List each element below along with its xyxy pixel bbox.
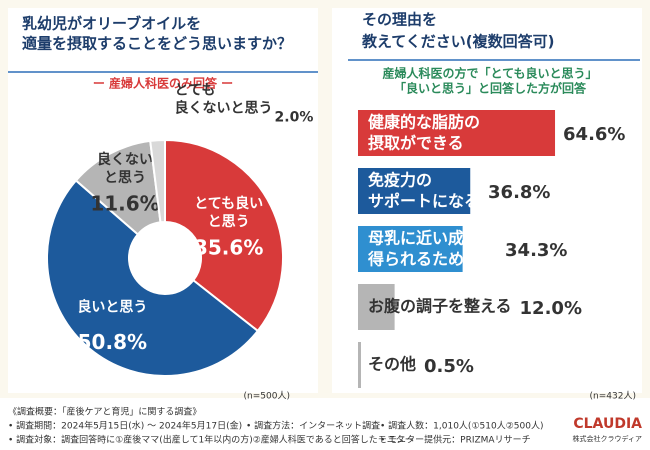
subtitle: ー 産婦人科医のみ回答 ー xyxy=(93,76,233,91)
slice-label: 良いと思う xyxy=(77,299,147,316)
bar-label: 免疫力のサポートになる xyxy=(368,170,480,210)
value-label: 11.6% xyxy=(90,192,159,216)
bar xyxy=(358,226,463,272)
footer-item: • 調査期間：2024年5月15日(水) ～ 2024年5月17日(金) xyxy=(8,420,242,432)
note: (n=432人) xyxy=(590,391,636,402)
footer-item: • 調査方法：インターネット調査 xyxy=(246,420,380,432)
pie-slice xyxy=(46,179,260,378)
slice-label: とても良くないと思う xyxy=(175,83,273,117)
value-label: 34.3% xyxy=(505,240,567,261)
pie-slice xyxy=(164,138,284,333)
footer-panel xyxy=(0,398,650,450)
value-label: 35.6% xyxy=(194,236,263,260)
pie-slice xyxy=(149,138,166,224)
bar-label: 母乳に近い成分が得られるため xyxy=(367,228,496,268)
footer-heading: 《調査概要：「産後ケアと育児」に関する調査》 xyxy=(8,406,201,418)
slice-label: 良くないと思う xyxy=(97,151,153,186)
title: その理由を xyxy=(362,11,437,29)
slice-label: とても良いと思う xyxy=(194,195,263,230)
footer-item: • モニター提供元：PRIZMAリサーチ xyxy=(380,434,531,446)
bar xyxy=(358,110,556,156)
title: 適量を摂取することをどう思いますか？ xyxy=(22,35,292,53)
subtitle: 産婦人科医の方で「とても良いと思う」 xyxy=(382,66,597,81)
value-label: 2.0% xyxy=(275,110,314,126)
bar-stub xyxy=(358,284,361,330)
value-label: 50.8% xyxy=(78,330,147,354)
bar xyxy=(358,284,395,330)
value-label: 36.8% xyxy=(488,182,550,203)
footer-item: • 調査人数：1,010人(①510人②500人) xyxy=(380,420,543,432)
subtitle: 「良いと思う」と回答した方が回答 xyxy=(394,81,587,96)
bar-label: お腹の調子を整える xyxy=(368,297,512,316)
bar-label: 健康的な脂肪の摂取ができる xyxy=(368,112,480,152)
value-label: 64.6% xyxy=(563,124,625,145)
value-label: 0.5% xyxy=(424,356,474,377)
bar-stub xyxy=(358,342,361,388)
value-label: 12.0% xyxy=(520,298,582,319)
logo-company: 株式会社クラウディア xyxy=(572,434,642,443)
logo: CLAUDIA xyxy=(573,416,642,432)
footer-item: • 調査対象：調査回答時に①産後ママ(出産して1年以内の方)②産婦人科医であると… xyxy=(8,434,414,446)
title: 乳幼児がオリーブオイルを xyxy=(22,15,201,33)
bar xyxy=(358,168,471,214)
bar-label: その他 xyxy=(368,355,416,374)
note: (n=500人) xyxy=(244,391,290,402)
title: 教えてください(複数回答可) xyxy=(361,33,555,51)
